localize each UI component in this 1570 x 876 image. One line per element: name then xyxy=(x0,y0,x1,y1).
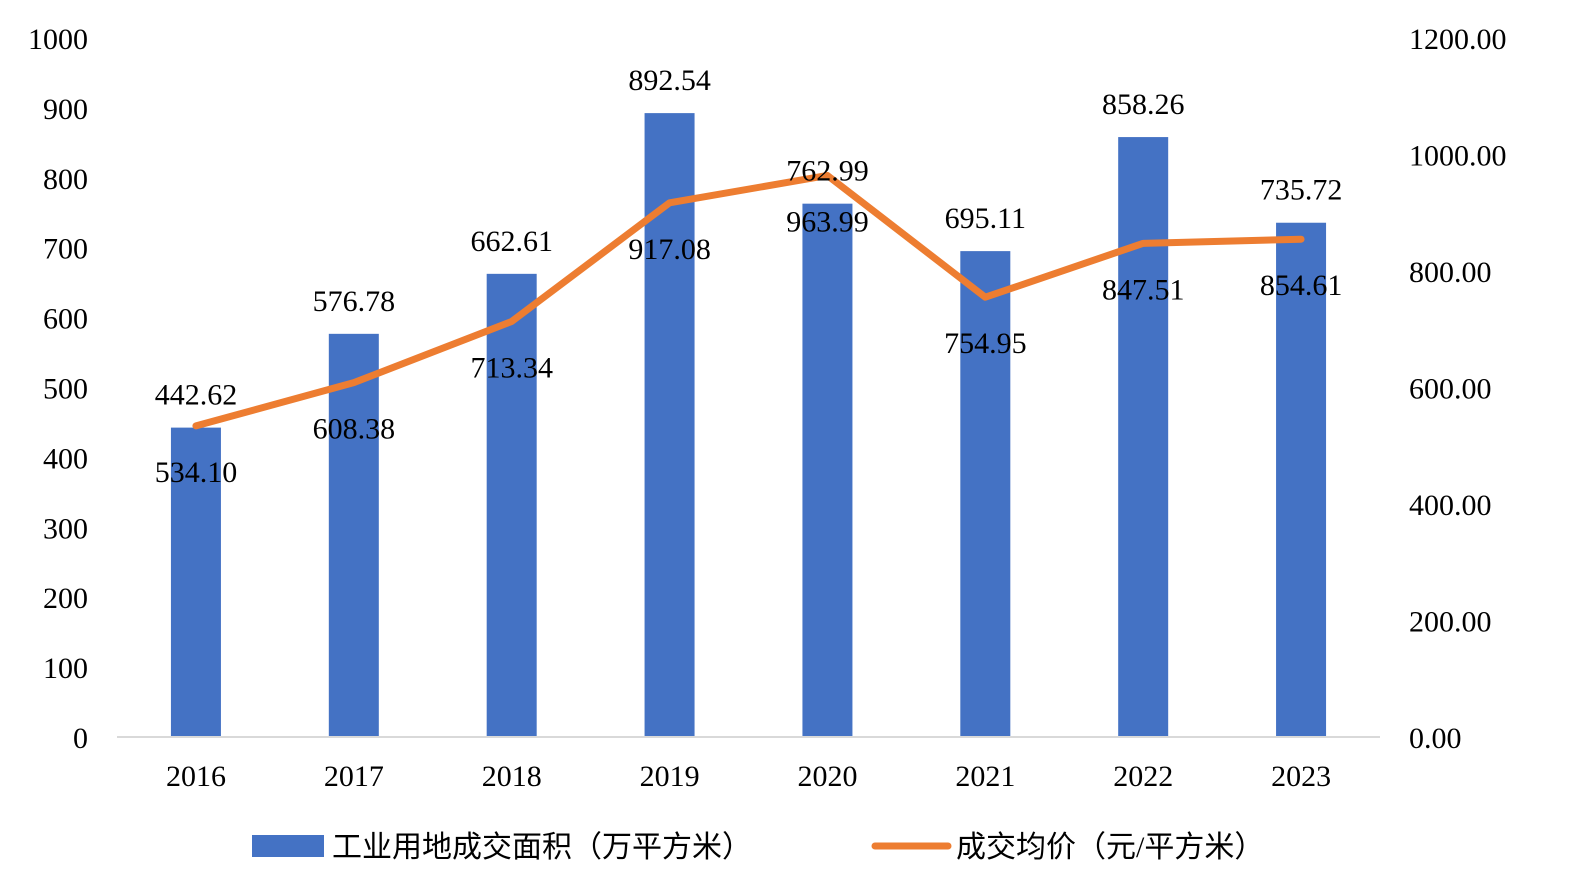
bar-data-label: 735.72 xyxy=(1260,174,1343,207)
bar xyxy=(328,333,379,737)
bar-data-label: 695.11 xyxy=(945,202,1026,235)
left-y-tick-label: 900 xyxy=(43,93,88,126)
right-y-tick-label: 1000.00 xyxy=(1409,140,1507,173)
x-tick-label: 2020 xyxy=(797,760,857,793)
left-y-tick-label: 200 xyxy=(43,582,88,615)
bar-data-label: 892.54 xyxy=(628,64,711,97)
bar xyxy=(802,203,853,737)
left-y-tick-label: 400 xyxy=(43,442,88,475)
left-y-tick-label: 500 xyxy=(43,373,88,406)
line-data-label: 917.08 xyxy=(628,233,711,266)
line-data-label: 847.51 xyxy=(1102,273,1185,306)
bar xyxy=(170,427,221,737)
right-y-axis: 0.00 200.00 400.00 600.00 800.00 1000.00 1200.… xyxy=(1409,23,1507,755)
left-y-tick-label: 700 xyxy=(43,233,88,266)
left-y-tick-label: 0 xyxy=(73,722,88,755)
left-y-tick-label: 100 xyxy=(43,652,88,685)
right-y-tick-label: 400.00 xyxy=(1409,489,1492,522)
line-data-label: 963.99 xyxy=(786,205,869,238)
bar-series xyxy=(170,113,1327,738)
right-y-tick-label: 200.00 xyxy=(1409,606,1492,639)
x-tick-label: 2019 xyxy=(640,760,700,793)
legend-bar-label: 工业用地成交面积（万平方米） xyxy=(332,831,752,864)
left-y-tick-label: 800 xyxy=(43,163,88,196)
legend-bar-swatch xyxy=(252,835,324,857)
bar-data-label: 662.61 xyxy=(470,225,553,258)
line-data-label: 754.95 xyxy=(944,327,1027,360)
x-tick-label: 2018 xyxy=(482,760,542,793)
x-tick-label: 2017 xyxy=(324,760,384,793)
line-data-labels: 534.10 608.38 713.34 917.08 963.99 754.95 847.… xyxy=(155,205,1343,488)
line-data-label: 854.61 xyxy=(1260,269,1343,302)
x-tick-label: 2023 xyxy=(1271,760,1331,793)
right-y-tick-label: 600.00 xyxy=(1409,373,1492,406)
right-y-tick-label: 1200.00 xyxy=(1409,23,1507,56)
line-series xyxy=(192,171,1305,430)
right-y-tick-label: 800.00 xyxy=(1409,256,1492,289)
bar-data-label: 858.26 xyxy=(1102,88,1185,121)
bar-data-label: 576.78 xyxy=(313,285,396,318)
left-y-tick-label: 1000 xyxy=(28,23,88,56)
left-y-tick-label: 600 xyxy=(43,303,88,336)
bar xyxy=(486,273,537,737)
legend: 工业用地成交面积（万平方米） 成交均价（元/平方米） xyxy=(252,831,1264,864)
bar-data-labels: 442.62 576.78 662.61 892.54 762.99 695.11 858.… xyxy=(155,64,1343,411)
left-y-axis: 0 100 200 300 400 500 600 700 800 900 1000 xyxy=(28,23,88,755)
line-data-label: 534.10 xyxy=(155,456,238,489)
bar-data-label: 442.62 xyxy=(155,379,238,412)
left-y-tick-label: 300 xyxy=(43,512,88,545)
right-y-tick-label: 0.00 xyxy=(1409,722,1462,755)
x-axis: 2016 2017 2018 2019 2020 2021 2022 2023 xyxy=(166,760,1331,793)
line-data-label: 608.38 xyxy=(313,413,396,446)
bar-data-label: 762.99 xyxy=(786,155,869,188)
x-tick-label: 2016 xyxy=(166,760,226,793)
x-tick-label: 2021 xyxy=(955,760,1015,793)
price-line xyxy=(192,171,1305,430)
bar xyxy=(1276,222,1327,738)
line-data-label: 713.34 xyxy=(470,351,553,384)
bar xyxy=(1118,137,1169,737)
bar xyxy=(960,251,1011,737)
x-tick-label: 2022 xyxy=(1113,760,1173,793)
legend-line-label: 成交均价（元/平方米） xyxy=(956,831,1264,864)
